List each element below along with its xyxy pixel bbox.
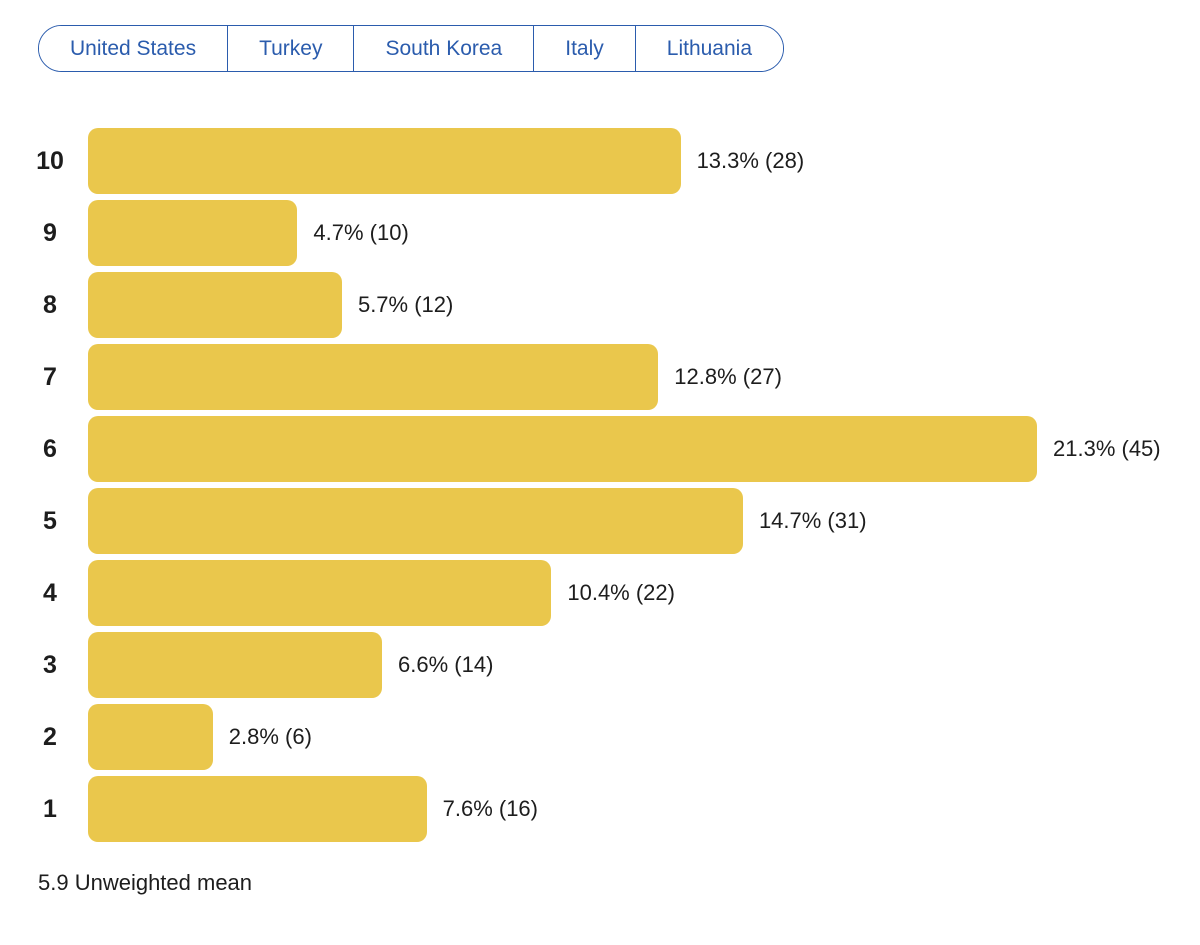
tab-lithuania[interactable]: Lithuania (635, 26, 784, 71)
value-label: 14.7% (31) (758, 508, 867, 533)
value-label: 2.8% (6) (228, 724, 312, 749)
value-label: 7.6% (16) (442, 796, 538, 821)
tab-turkey[interactable]: Turkey (228, 26, 355, 71)
value-label: 12.8% (27) (674, 364, 782, 389)
bar (88, 488, 743, 554)
bar-row: 5 14.7% (31) (0, 488, 1200, 554)
unweighted-mean-note: 5.9 Unweighted mean (38, 870, 253, 895)
bar (88, 416, 1037, 482)
category-label: 6 (43, 434, 57, 463)
bar-row: 8 5.7% (12) (0, 272, 1200, 338)
category-label: 3 (43, 650, 57, 679)
bar (88, 272, 342, 338)
country-segmented-control: United States Turkey South Korea Italy L… (38, 25, 785, 72)
bar-chart: 10 13.3% (28) 9 4.7% (10) 8 5.7% (12) 7 … (0, 128, 1200, 842)
value-label: 4.7% (10) (313, 220, 409, 245)
tab-italy[interactable]: Italy (534, 26, 636, 71)
category-label: 2 (43, 722, 57, 751)
category-label: 10 (36, 146, 64, 175)
bar-row: 10 13.3% (28) (0, 128, 1200, 194)
bar-row: 4 10.4% (22) (0, 560, 1200, 626)
value-label: 13.3% (28) (696, 148, 805, 173)
category-label: 5 (43, 506, 57, 535)
tab-united-states[interactable]: United States (39, 26, 229, 71)
category-label: 7 (43, 362, 57, 391)
bar-row: 3 6.6% (14) (0, 632, 1200, 698)
value-label: 5.7% (12) (357, 292, 454, 317)
category-label: 8 (43, 290, 57, 319)
bar (88, 560, 552, 626)
value-label: 21.3% (45) (1053, 436, 1161, 461)
bar (88, 344, 659, 410)
bar (88, 776, 427, 842)
bar (88, 704, 213, 770)
category-label: 9 (43, 218, 57, 247)
bar (88, 128, 681, 194)
bar-row: 1 7.6% (16) (0, 776, 1200, 842)
category-label: 1 (43, 794, 57, 823)
bar-row: 7 12.8% (27) (0, 344, 1200, 410)
bar-row: 2 2.8% (6) (0, 704, 1200, 770)
bar (88, 632, 383, 698)
bar (88, 200, 298, 266)
category-label: 4 (43, 578, 57, 607)
bar-row: 6 21.3% (45) (0, 416, 1200, 482)
value-label: 6.6% (14) (398, 652, 494, 677)
tab-south-korea[interactable]: South Korea (354, 26, 535, 71)
value-label: 10.4% (22) (567, 580, 675, 605)
bar-row: 9 4.7% (10) (0, 200, 1200, 266)
